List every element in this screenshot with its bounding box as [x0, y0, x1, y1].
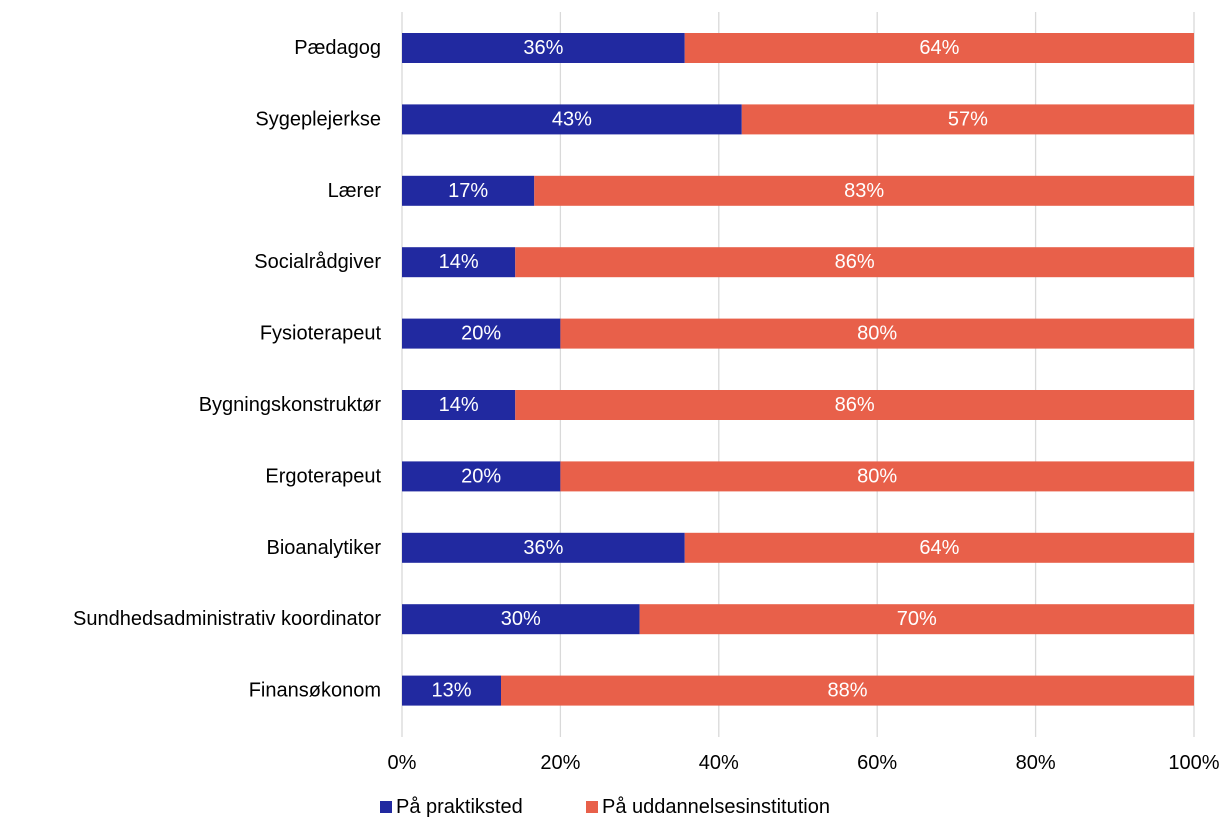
data-label: 64%: [919, 537, 959, 559]
data-label: 14%: [439, 251, 479, 273]
bar-segment-uddannelsesinstitution: [501, 675, 1194, 706]
category-label: Bioanalytiker: [266, 537, 381, 559]
data-label: 80%: [857, 465, 897, 487]
category-label: Fysioterapeut: [260, 323, 382, 345]
data-label: 64%: [919, 37, 959, 59]
bar-segment-uddannelsesinstitution: [534, 175, 1194, 206]
data-label: 83%: [844, 180, 884, 202]
data-label: 17%: [448, 180, 488, 202]
category-label: Ergoterapeut: [265, 465, 381, 487]
data-label: 57%: [948, 108, 988, 130]
bar-segment-uddannelsesinstitution: [741, 104, 1194, 135]
data-label: 86%: [835, 251, 875, 273]
x-tick-label: 0%: [388, 752, 417, 774]
bar-segment-praktiksted: [402, 175, 535, 206]
data-label: 36%: [523, 537, 563, 559]
legend-swatch: [380, 801, 392, 813]
bar-segment-praktiksted: [402, 33, 685, 63]
legend-swatch: [586, 801, 598, 813]
data-label: 20%: [461, 323, 501, 345]
data-label: 88%: [827, 680, 867, 702]
data-label: 14%: [439, 394, 479, 416]
bars: 36% 64% 43% 57% 17% 83% 14% 86% 20% 80% 14% 86% 20% 8…: [402, 33, 1194, 706]
data-label: 80%: [857, 323, 897, 345]
data-label: 70%: [897, 608, 937, 630]
data-label: 43%: [552, 108, 592, 130]
bar-segment-uddannelsesinstitution: [684, 532, 1194, 563]
category-label: Bygningskonstruktør: [199, 394, 382, 416]
bar-segment-uddannelsesinstitution: [560, 318, 1194, 349]
x-tick-label: 100%: [1168, 752, 1219, 774]
bar-segment-uddannelsesinstitution: [560, 461, 1194, 492]
bar-segment-praktiksted: [402, 104, 742, 135]
bar-segment-uddannelsesinstitution: [639, 604, 1194, 635]
bar-segment-praktiksted: [402, 318, 561, 349]
category-label: Socialrådgiver: [254, 251, 381, 273]
category-label: Pædagog: [294, 37, 381, 59]
x-tick-label: 60%: [857, 752, 897, 774]
legend-label: På praktiksted: [396, 796, 523, 818]
category-label: Sundhedsadministrativ koordinator: [73, 608, 381, 630]
bar-segment-praktiksted: [402, 390, 516, 420]
legend-label: På uddannelsesinstitution: [602, 796, 830, 818]
category-label: Sygeplejerkse: [255, 108, 381, 130]
bar-segment-uddannelsesinstitution: [684, 33, 1194, 63]
category-label: Finansøkonom: [249, 680, 381, 702]
data-label: 36%: [523, 37, 563, 59]
bar-segment-praktiksted: [402, 532, 685, 563]
x-axis-ticks: 0% 20% 40% 60% 80% 100%: [388, 752, 1220, 774]
data-label: 20%: [461, 465, 501, 487]
data-label: 13%: [431, 680, 471, 702]
category-label: Lærer: [328, 180, 382, 202]
category-labels: Pædagog Sygeplejerkse Lærer Socialrådgiver F…: [73, 37, 381, 702]
bar-segment-praktiksted: [402, 675, 501, 706]
bar-segment-uddannelsesinstitution: [515, 247, 1194, 278]
bar-segment-uddannelsesinstitution: [515, 390, 1194, 420]
x-tick-label: 20%: [540, 752, 580, 774]
data-label: 30%: [501, 608, 541, 630]
bar-segment-praktiksted: [402, 461, 561, 492]
x-tick-label: 40%: [699, 752, 739, 774]
data-label: 86%: [835, 394, 875, 416]
legend: På praktiksted På uddannelsesinstitution: [380, 796, 830, 818]
bar-segment-praktiksted: [402, 247, 516, 278]
x-tick-label: 80%: [1016, 752, 1056, 774]
bar-segment-praktiksted: [402, 604, 640, 635]
